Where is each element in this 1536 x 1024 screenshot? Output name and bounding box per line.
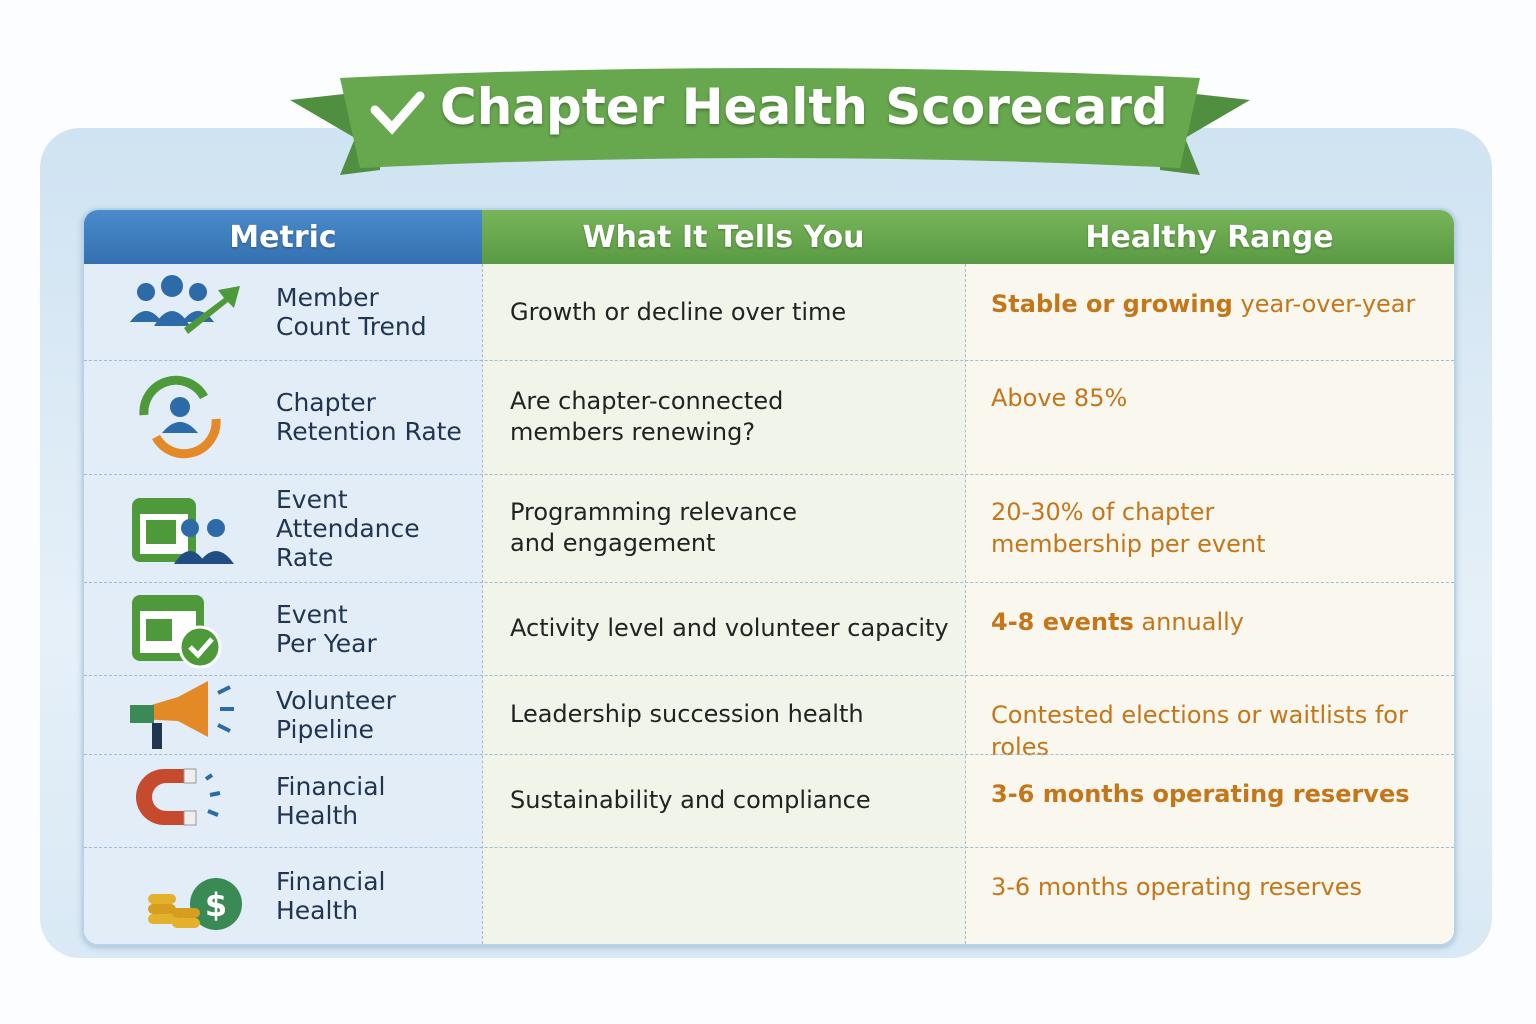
metric-name: Rate — [276, 542, 334, 572]
column-header: Metric — [84, 210, 482, 264]
metric-name: Health — [276, 800, 359, 830]
range-cell: Above 85% — [965, 360, 1454, 474]
metric-name: Event — [276, 599, 348, 629]
description-cell: Growth or decline over time — [482, 264, 965, 360]
metric-cell: Financial Health — [84, 847, 482, 944]
metric-cell: Chapter Retention Rate — [84, 360, 482, 474]
metric-icon — [132, 498, 234, 564]
row-divider — [84, 847, 1454, 848]
description-line: Are chapter-connected — [510, 387, 784, 415]
range-cell: 3-6 months operating reserves — [965, 754, 1454, 847]
svg-text:$: $ — [205, 886, 227, 924]
range-line: Above 85% — [991, 382, 1454, 414]
description-cell: Leadership succession health — [482, 675, 965, 754]
column-divider — [965, 264, 966, 944]
metric-name: Health — [276, 895, 359, 925]
scorecard-table: Metric What It Tells You Healthy Range Memb… — [82, 208, 1456, 946]
column-header: Healthy Range — [965, 210, 1454, 264]
description-line: Growth or decline over time — [510, 297, 847, 326]
metric-name: Attendance — [276, 513, 420, 543]
range-emphasis: 4-8 events — [991, 608, 1134, 636]
range-cell: Contested elections or waitlists for rol… — [965, 675, 1454, 761]
row-divider — [84, 360, 1454, 361]
metric-icon — [139, 375, 221, 459]
metric-name: Volunteer — [276, 685, 396, 715]
range-text: 20-30% of chapter — [991, 498, 1215, 526]
range-text: membership per event — [991, 530, 1266, 558]
metric-icon — [130, 680, 234, 749]
column-divider — [482, 264, 483, 944]
range-line: Contested elections or waitlists for rol… — [991, 699, 1454, 763]
range-text: 3-6 months operating reserves — [991, 873, 1362, 901]
metric-name: Chapter — [276, 388, 376, 417]
metric-icon — [132, 594, 222, 668]
row-divider — [84, 675, 1454, 676]
range-text: Contested elections or waitlists for rol… — [991, 701, 1408, 761]
title-banner — [290, 68, 1250, 175]
description-line: and engagement — [510, 529, 716, 557]
metric-name: Event — [276, 484, 348, 514]
range-emphasis: Stable or growing — [991, 290, 1233, 318]
metric-icon — [136, 768, 221, 825]
metric-name: Member — [276, 283, 379, 312]
metric-cell: Event Attendance Rate — [84, 474, 482, 582]
range-text: year-over-year — [1240, 290, 1416, 318]
title: Chapter Health Scorecard — [440, 78, 1168, 136]
metric-name: Retention Rate — [276, 417, 462, 446]
metric-icon: $ — [148, 877, 242, 930]
range-line: 3-6 months operating reserves — [991, 778, 1454, 810]
description-cell: Are chapter-connected members renewing? — [482, 360, 965, 474]
description-cell: Programming relevance and engagement — [482, 474, 965, 582]
range-line: membership per event — [991, 528, 1454, 560]
metric-name: Financial — [276, 771, 386, 801]
column-header: What It Tells You — [482, 210, 965, 264]
range-line: 4-8 events annually — [991, 606, 1454, 638]
description-line: members renewing? — [510, 418, 756, 446]
description-cell: Sustainability and compliance — [482, 754, 965, 847]
description-line: Activity level and volunteer capacity — [510, 614, 949, 642]
description-line: Leadership succession health — [510, 700, 864, 728]
metric-cell: Volunteer Pipeline — [84, 675, 482, 754]
range-emphasis: 3-6 months operating reserves — [991, 780, 1410, 808]
range-cell: 4-8 events annually — [965, 582, 1454, 675]
description-line: Sustainability and compliance — [510, 786, 871, 814]
row-divider — [84, 474, 1454, 475]
range-cell: Stable or growing year-over-year — [965, 264, 1454, 360]
range-cell: 20-30% of chapter membership per event — [965, 474, 1454, 582]
row-divider — [84, 754, 1454, 755]
range-line: 20-30% of chapter — [991, 496, 1454, 528]
column-bg — [482, 264, 965, 944]
description-cell — [482, 847, 965, 944]
description-cell: Activity level and volunteer capacity — [482, 582, 965, 675]
row-divider — [84, 582, 1454, 583]
range-cell: 3-6 months operating reserves — [965, 847, 1454, 944]
range-line: Stable or growing year-over-year — [991, 288, 1454, 320]
metric-name: Count Trend — [276, 312, 427, 341]
range-text: Above 85% — [991, 384, 1128, 412]
range-text: annually — [1141, 608, 1244, 636]
column-bg — [965, 264, 1454, 944]
metric-name: Pipeline — [276, 714, 374, 744]
metric-cell: Member Count Trend — [84, 264, 482, 360]
description-line: Programming relevance — [510, 498, 798, 526]
metric-name: Per Year — [276, 628, 377, 658]
metric-icon — [130, 275, 240, 334]
metric-cell: Event Per Year — [84, 582, 482, 675]
range-line: 3-6 months operating reserves — [991, 871, 1454, 903]
metric-name: Financial — [276, 866, 386, 896]
metric-cell: Financial Health — [84, 754, 482, 847]
